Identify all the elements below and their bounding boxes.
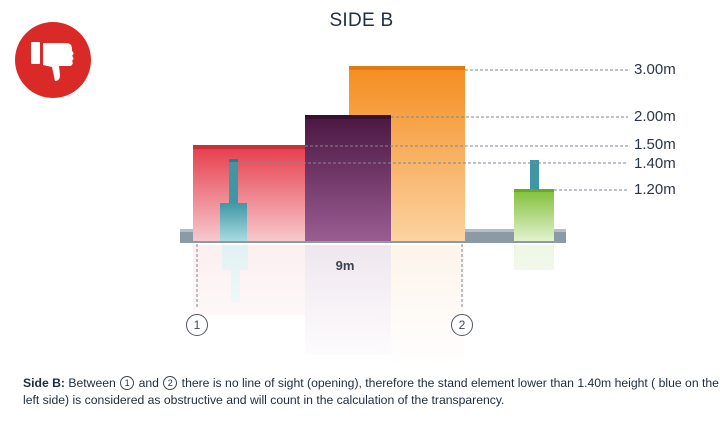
caption: Side B: Between 1 and 2 there is no line… bbox=[23, 375, 723, 409]
caption-part-1: Between bbox=[64, 376, 120, 390]
red-block-1-50m bbox=[193, 145, 305, 241]
caption-circle-1: 1 bbox=[120, 376, 135, 390]
blue-element-1-40m bbox=[220, 203, 247, 241]
level-label-1-20m: 1.20m bbox=[634, 181, 676, 198]
level-label-3-00m: 3.00m bbox=[634, 61, 676, 78]
caption-lead: Side B: bbox=[23, 376, 65, 390]
marker-2: 2 bbox=[451, 314, 473, 336]
level-label-1-50m: 1.50m bbox=[634, 136, 676, 153]
diagram-title: SIDE B bbox=[329, 10, 394, 31]
purple-block-2-00m bbox=[305, 115, 391, 241]
span-length-label: 9m bbox=[335, 258, 355, 273]
thumbs-down-icon bbox=[15, 22, 91, 98]
caption-part-3: there is no line of sight (opening), the… bbox=[23, 376, 719, 407]
teal-post bbox=[530, 160, 539, 189]
marker-1: 1 bbox=[186, 314, 208, 336]
level-label-1-40m: 1.40m bbox=[634, 155, 676, 172]
caption-circle-2: 2 bbox=[163, 376, 178, 390]
level-label-2-00m: 2.00m bbox=[634, 108, 676, 125]
caption-part-2: and bbox=[135, 376, 163, 390]
green-element-1-20m bbox=[514, 189, 554, 241]
